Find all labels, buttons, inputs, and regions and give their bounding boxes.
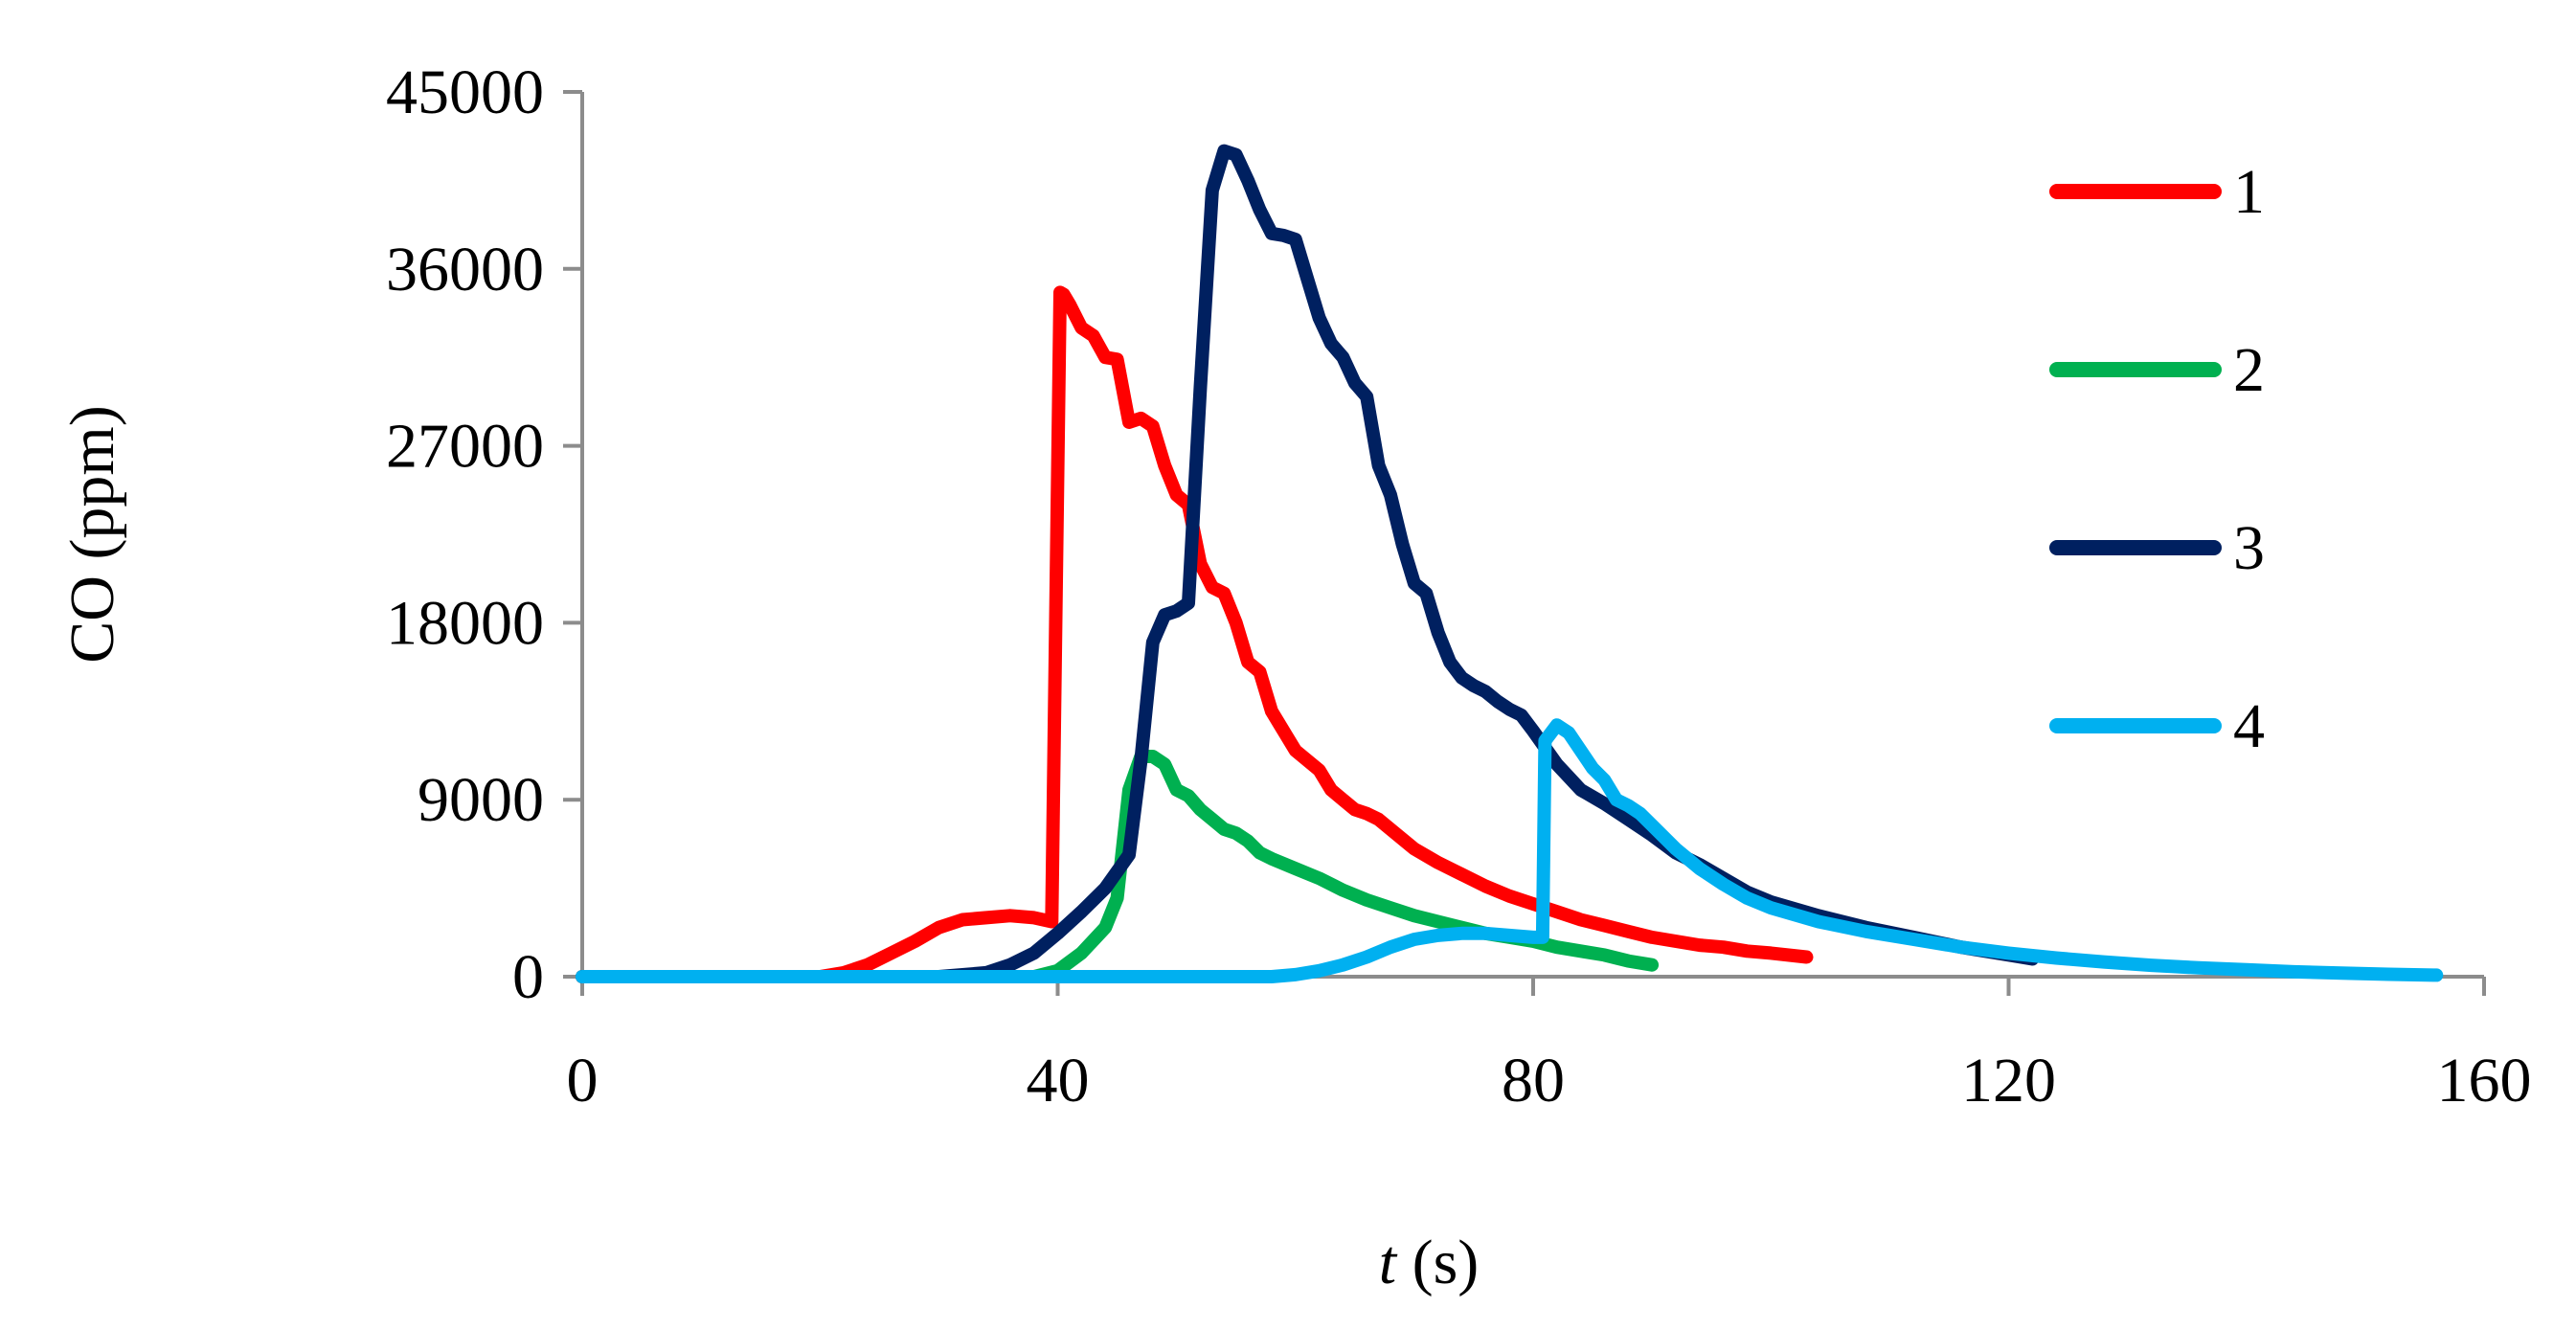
legend-label-3: 3 — [2233, 513, 2265, 583]
x-tick-label: 0 — [567, 1046, 599, 1116]
legend-label-2: 2 — [2233, 335, 2265, 405]
legend-label-1: 1 — [2233, 157, 2265, 227]
x-tick-label: 160 — [2437, 1046, 2532, 1116]
series-lines — [576, 144, 2444, 983]
x-axis-variable: t — [1379, 1228, 1398, 1297]
x-tick-label: 80 — [1502, 1046, 1565, 1116]
y-tick-label: 18000 — [386, 588, 544, 658]
x-axis-unit: (s) — [1396, 1228, 1479, 1297]
x-tick-label: 120 — [1961, 1046, 2056, 1116]
y-tick-label: 45000 — [386, 57, 544, 127]
series-line-3 — [576, 144, 2040, 983]
y-tick-label: 9000 — [418, 765, 544, 835]
y-axis-title: CO (ppm) — [57, 405, 127, 663]
series-line-4 — [576, 718, 2444, 983]
x-tick-label: 40 — [1027, 1046, 1090, 1116]
y-tick-label: 0 — [512, 942, 544, 1012]
legend-label-4: 4 — [2233, 691, 2265, 761]
series-line-1 — [576, 285, 1814, 983]
legend: 1 2 3 4 — [2049, 157, 2265, 761]
y-tick-label: 27000 — [386, 412, 544, 482]
x-ticks: 0 40 80 120 160 — [567, 977, 2532, 1116]
y-tick-label: 36000 — [386, 235, 544, 304]
x-axis-title: t (s) — [1379, 1228, 1480, 1297]
axes — [580, 92, 2484, 979]
y-ticks: 0 9000 18000 27000 36000 45000 — [386, 57, 582, 1012]
